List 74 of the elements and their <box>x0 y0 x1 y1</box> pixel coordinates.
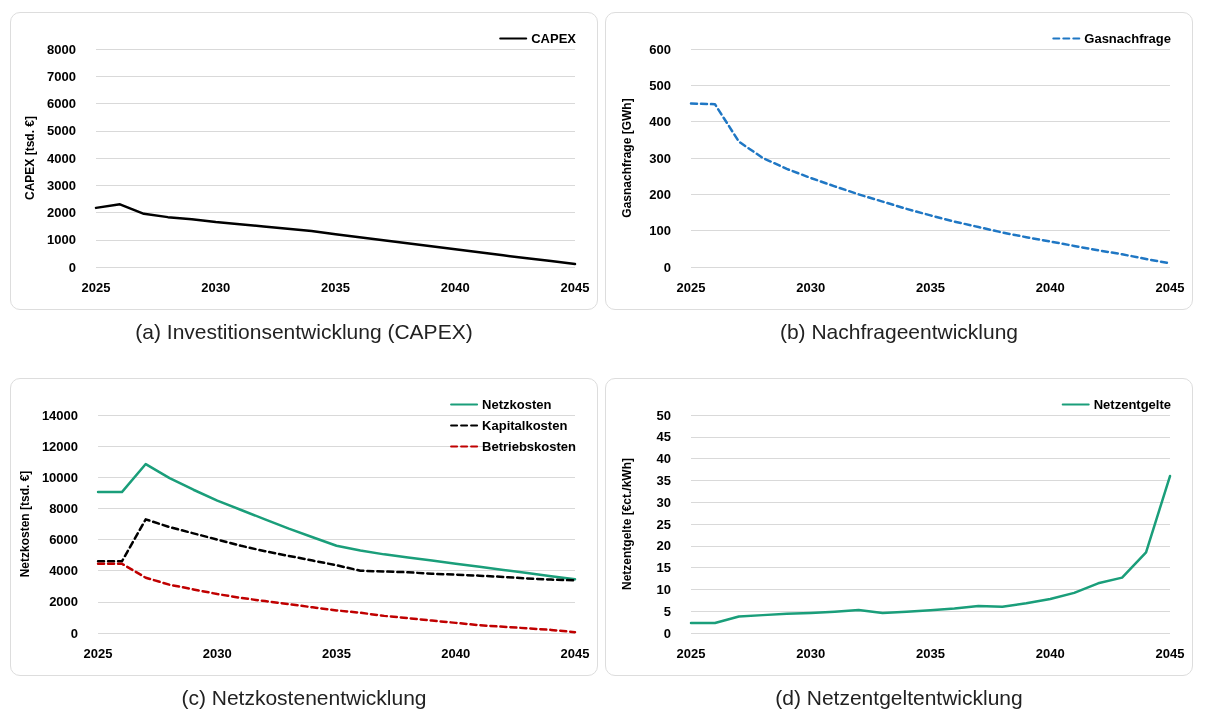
y-tick-label: 3000 <box>47 177 76 193</box>
y-tick-label: 12000 <box>41 438 79 454</box>
y-tick-label: 10000 <box>41 469 79 485</box>
y-tick-label: 45 <box>656 429 671 445</box>
y-tick-label: 15 <box>656 560 671 576</box>
x-tick-label: 2030 <box>202 646 232 661</box>
legend-label: Kapitalkosten <box>482 418 568 433</box>
line-series <box>96 462 577 581</box>
y-tick-label: 5 <box>663 603 671 619</box>
x-tick-label: 2045 <box>560 646 590 661</box>
x-tick-label: 2040 <box>1035 646 1065 661</box>
x-tick-label: 2035 <box>916 646 945 661</box>
x-tick-label: 2025 <box>676 646 706 661</box>
text: (b) Nachfrageentwicklung <box>778 320 1020 344</box>
y-tick-label: 7000 <box>47 68 76 84</box>
y-tick-label: 6000 <box>47 96 76 111</box>
y-tick-label: 400 <box>649 114 671 130</box>
line-series <box>94 203 577 266</box>
x-tick-label: 2040 <box>1035 280 1065 295</box>
y-axis-title: Gasnachfrage [GWh] <box>620 98 634 218</box>
text: (c) Netzkostenentwicklung <box>180 686 428 710</box>
x-tick-label: 2025 <box>83 646 113 661</box>
legend-label: Netzentgelte <box>1093 397 1172 412</box>
y-tick-label: 35 <box>656 472 671 488</box>
x-tick-label: 2045 <box>560 280 590 295</box>
y-tick-label: 0 <box>68 259 76 275</box>
y-tick-label: 1000 <box>47 232 76 248</box>
line-series <box>96 562 577 634</box>
y-tick-label: 8000 <box>47 41 76 57</box>
y-tick-label: 4000 <box>47 150 76 166</box>
x-tick-label: 2040 <box>441 646 471 661</box>
y-tick-label: 50 <box>656 407 671 423</box>
legend-label: Gasnachfrage <box>1084 31 1171 46</box>
y-tick-label: 5000 <box>47 123 76 139</box>
y-axis-title: Netzkosten [tsd. €] <box>18 470 32 578</box>
x-tick-label: 2045 <box>1155 280 1185 295</box>
y-tick-label: 10 <box>656 581 671 597</box>
y-axis-title: CAPEX [tsd. €] <box>23 115 38 201</box>
x-tick-label: 2030 <box>201 280 231 295</box>
y-tick-label: 20 <box>656 538 671 554</box>
legend-label: CAPEX <box>531 31 577 46</box>
legend-label: Betriebskosten <box>482 439 577 454</box>
y-tick-label: 0 <box>663 259 671 275</box>
y-tick-label: 8000 <box>49 500 79 516</box>
y-tick-label: 2000 <box>47 205 76 220</box>
line-series <box>96 518 577 582</box>
x-tick-label: 2035 <box>916 280 945 295</box>
legend-label: Netzkosten <box>482 397 552 412</box>
x-tick-label: 2030 <box>796 280 826 295</box>
x-tick-label: 2040 <box>440 280 470 295</box>
text: (d) Netzentgeltentwicklung <box>774 686 1024 710</box>
y-tick-label: 100 <box>649 223 671 239</box>
x-tick-label: 2025 <box>676 280 706 295</box>
y-tick-label: 600 <box>649 41 671 57</box>
y-tick-label: 300 <box>649 150 671 166</box>
x-tick-label: 2045 <box>1155 646 1185 661</box>
x-tick-label: 2035 <box>322 646 351 661</box>
y-tick-label: 6000 <box>49 532 79 548</box>
text: (a) Investitionsentwicklung (CAPEX) <box>134 320 474 344</box>
y-tick-label: 4000 <box>49 563 79 579</box>
x-tick-label: 2025 <box>81 280 111 295</box>
y-tick-label: 0 <box>70 625 79 641</box>
y-tick-label: 40 <box>656 451 671 467</box>
y-tick-label: 14000 <box>41 407 79 423</box>
y-tick-label: 30 <box>656 494 671 510</box>
y-tick-label: 200 <box>649 186 671 202</box>
x-tick-label: 2035 <box>321 280 350 295</box>
y-tick-label: 2000 <box>49 594 79 610</box>
line-series <box>689 474 1172 625</box>
y-tick-label: 0 <box>663 625 671 641</box>
y-tick-label: 25 <box>656 516 671 532</box>
y-axis-title: Netzentgelte [€ct./kWh] <box>620 457 634 591</box>
x-tick-label: 2030 <box>796 646 826 661</box>
y-tick-label: 500 <box>649 77 671 93</box>
